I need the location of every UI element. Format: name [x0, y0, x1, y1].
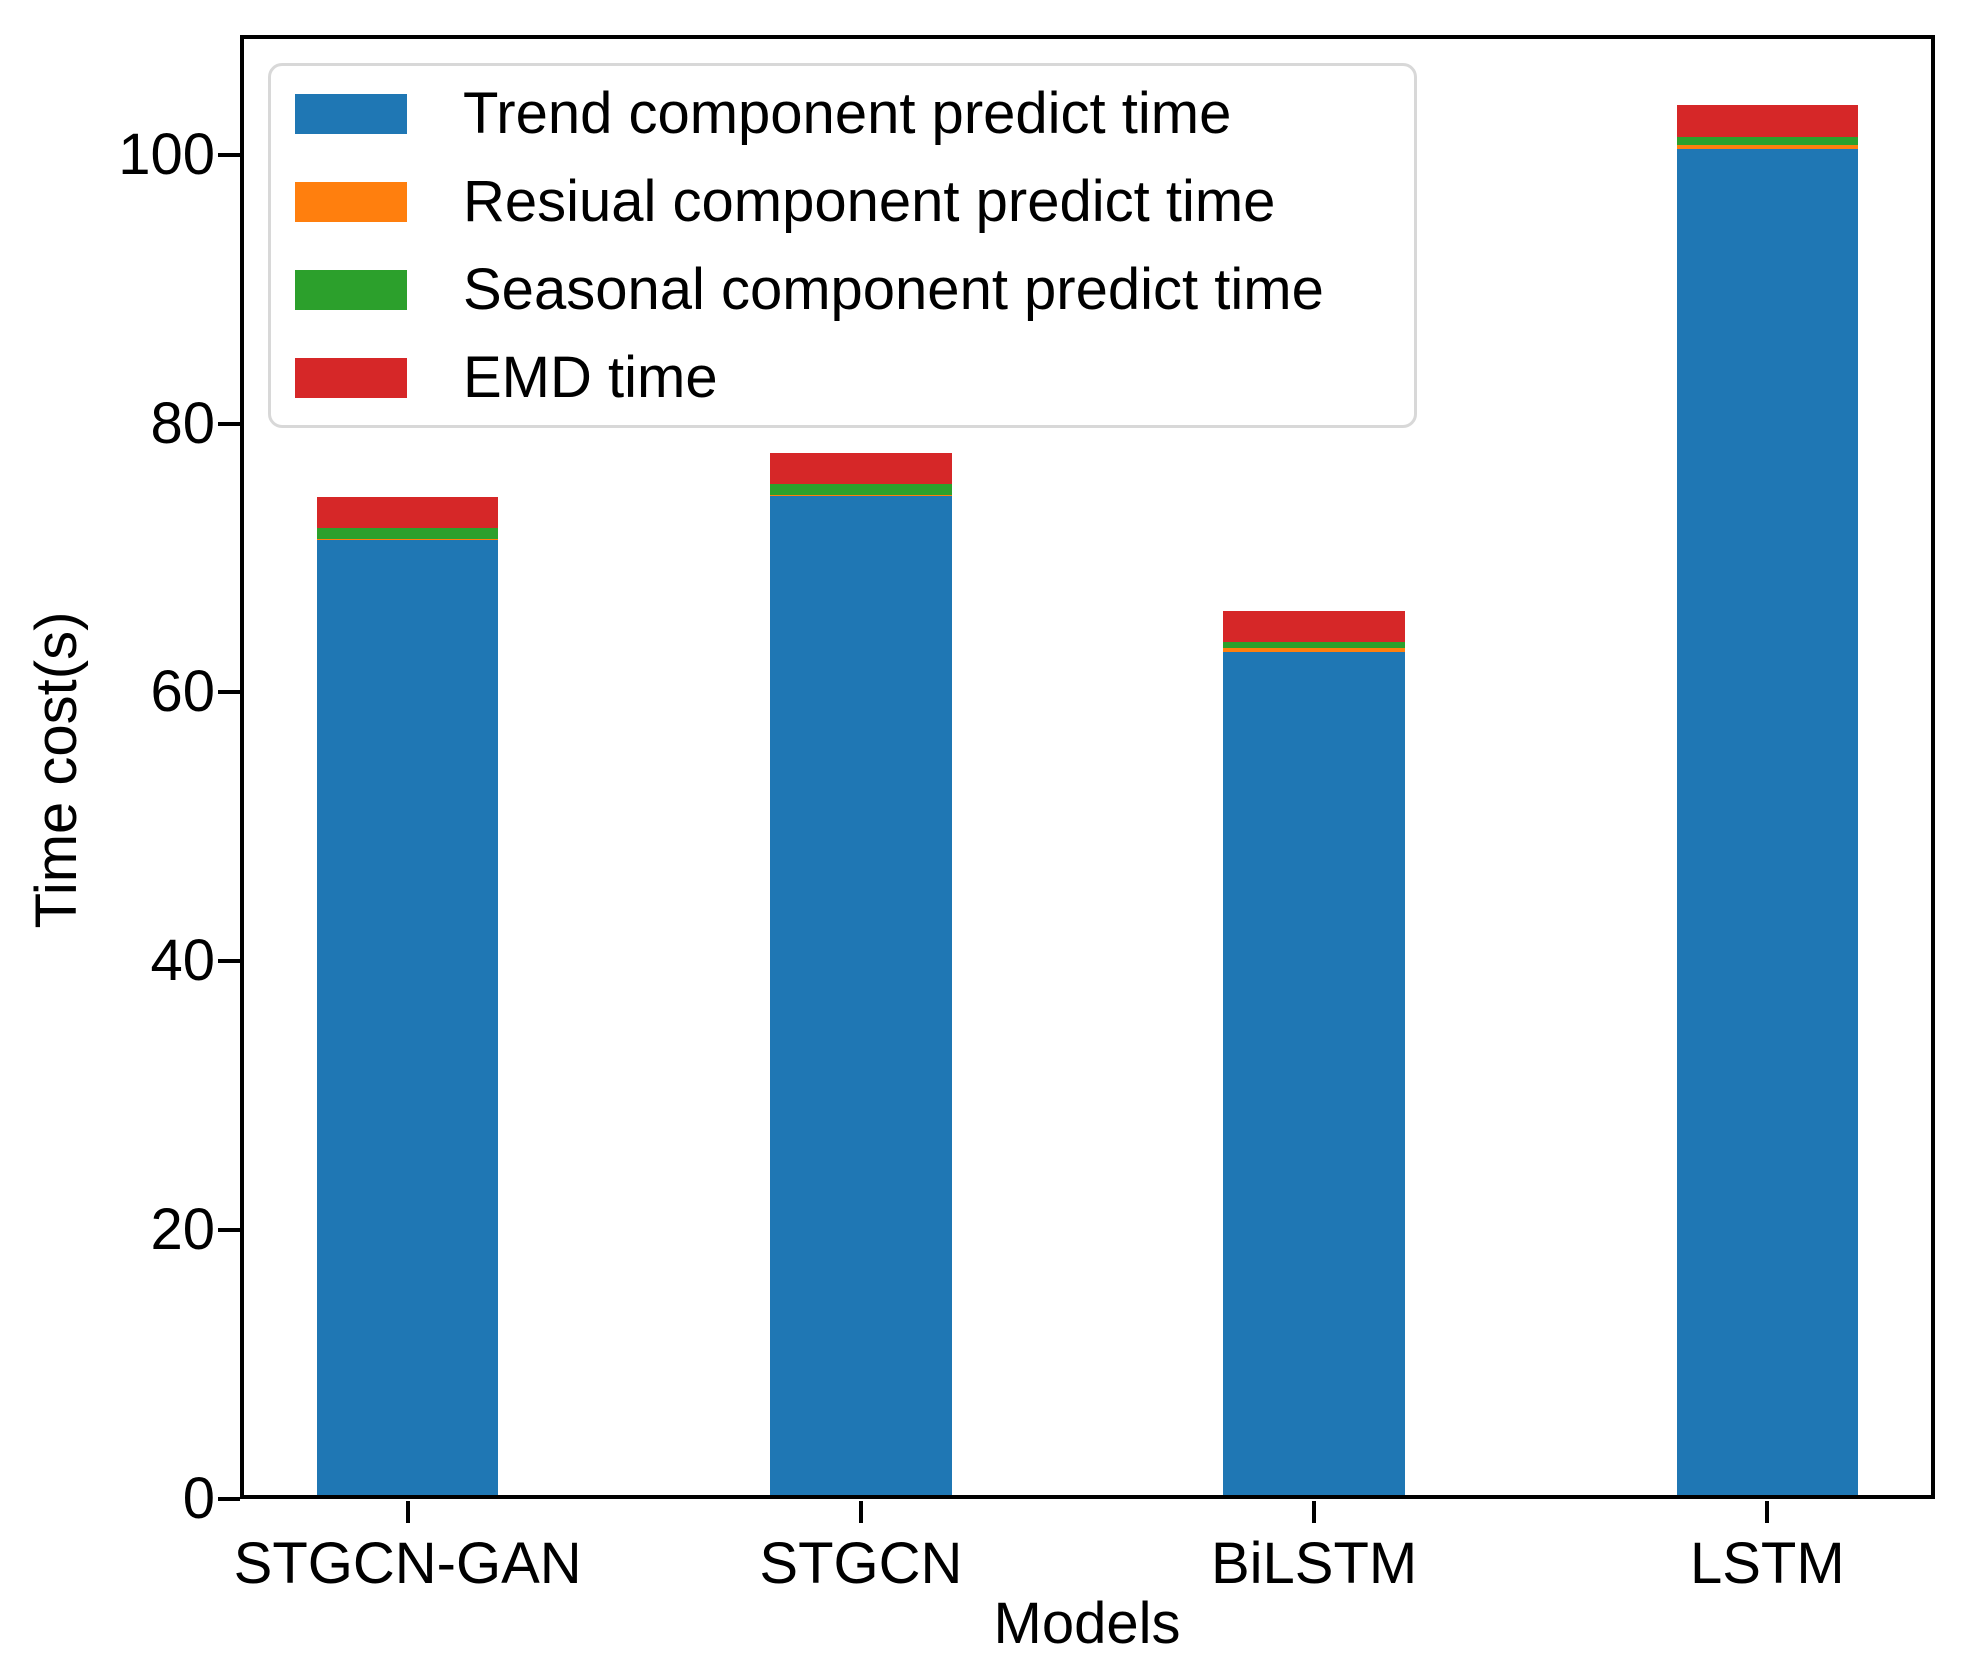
x-tick-label: STGCN-GAN: [233, 1531, 582, 1596]
bar-segment: [770, 484, 952, 495]
y-tick-mark: [218, 421, 240, 426]
legend-label: Trend component predict time: [463, 81, 1232, 146]
x-tick-mark: [405, 1501, 410, 1523]
bar-segment: [1676, 149, 1858, 1499]
bar-segment: [1223, 648, 1405, 653]
bar-segment: [1223, 642, 1405, 649]
bar-segment: [770, 494, 952, 497]
legend-swatch: [295, 358, 407, 398]
x-tick-mark: [1765, 1501, 1770, 1523]
y-axis-label: Time cost(s): [24, 611, 89, 929]
y-tick-label: 60: [150, 659, 215, 725]
y-tick-label: 20: [150, 1197, 215, 1263]
legend-item: Trend component predict time: [271, 70, 1414, 158]
bar-segment: [1676, 105, 1858, 137]
x-tick-label: LSTM: [1689, 1531, 1845, 1596]
y-tick-mark: [218, 152, 240, 157]
legend-item: Resiual component predict time: [271, 158, 1414, 246]
y-tick-mark: [218, 959, 240, 964]
bar-segment: [1223, 611, 1405, 643]
x-tick-label: BiLSTM: [1210, 1531, 1418, 1596]
legend-swatch: [295, 182, 407, 222]
bar-segment: [317, 528, 499, 540]
bar-segment: [770, 496, 952, 1499]
bar-segment: [1223, 652, 1405, 1499]
x-tick-mark: [1312, 1501, 1317, 1523]
y-tick-label: 40: [150, 928, 215, 994]
bar-segment: [1676, 145, 1858, 150]
bar-segment: [317, 540, 499, 1499]
y-tick-label: 100: [118, 121, 215, 187]
x-tick-label: STGCN: [759, 1531, 963, 1596]
legend-swatch: [295, 94, 407, 134]
legend-item: EMD time: [271, 334, 1414, 422]
legend: Trend component predict time Resiual comp…: [268, 63, 1417, 428]
bar-segment: [317, 539, 499, 541]
x-tick-mark: [858, 1501, 863, 1523]
legend-label: EMD time: [463, 345, 718, 410]
legend-item: Seasonal component predict time: [271, 246, 1414, 334]
bar-segment: [770, 452, 952, 485]
y-tick-mark: [218, 1228, 240, 1233]
x-axis-label: Models: [993, 1591, 1181, 1656]
legend-label: Seasonal component predict time: [463, 257, 1324, 322]
legend-swatch: [295, 270, 407, 310]
y-tick-label: 80: [150, 390, 215, 456]
bar-segment: [1676, 136, 1858, 146]
y-tick-mark: [218, 690, 240, 695]
bar-segment: [317, 497, 499, 529]
y-tick-mark: [218, 1497, 240, 1501]
y-tick-label: 0: [182, 1466, 215, 1531]
legend-label: Resiual component predict time: [463, 169, 1276, 234]
